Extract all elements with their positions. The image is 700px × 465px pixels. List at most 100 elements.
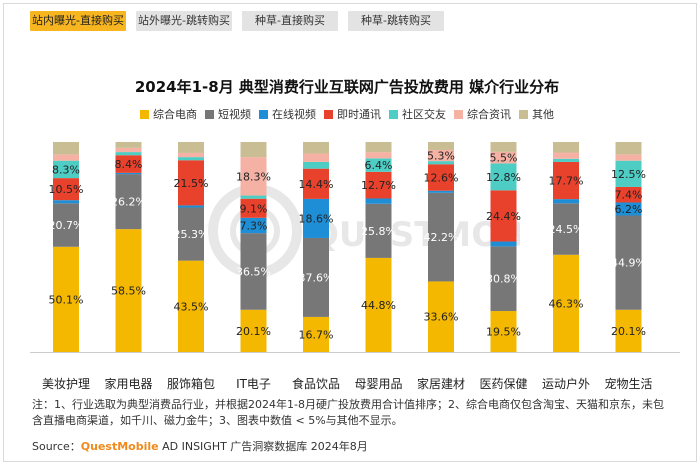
source-brand: QuestMobile [80,440,159,453]
data-label: 30.8% [486,273,521,286]
bar-segment [303,153,329,162]
data-label: 17.7% [549,175,584,188]
bar-segment [553,203,579,255]
bar-segment [240,157,267,196]
bar-stack: 58.5% 26.2% 8.4% [111,142,146,352]
data-label: 24.4% [486,210,521,223]
data-label: 25.8% [361,225,396,238]
x-tick-label: 家居建材 [417,376,465,391]
bar-segment [303,198,329,238]
tab-seeding-redirect[interactable]: 种草-跳转购买 [348,11,444,31]
bar-segment [303,316,329,352]
bar-segment [115,174,142,230]
bar-stack: 46.3% 24.5% 17.7% [549,142,584,352]
bar-segment [428,192,454,282]
bar-segment [553,142,579,153]
data-label: 9.1% [240,202,268,215]
x-tick-label: 运动户外 [542,376,590,391]
data-label: 21.5% [174,177,209,190]
chart-title: 2024年1-8月 典型消费行业互联网广告投放费用 媒介行业分布 [134,78,560,96]
bar-segment [178,152,204,158]
data-label: 5.3% [427,150,455,163]
bar-segment [490,142,517,152]
bar-stack: 33.6% 42.2% 12.6% 5.3% [424,142,459,352]
legend-swatch [205,110,214,119]
data-label: 46.3% [549,297,584,310]
data-label: 12.8% [486,171,521,184]
bar-stack: 20.1% 36.5% 7.3% 9.1% 18.3% [236,142,271,352]
data-label: 44.9% [611,257,646,270]
source-prefix: Source： [32,440,81,453]
data-label: 12.6% [424,171,459,184]
x-tick-label: 医药保健 [479,377,527,391]
bar-segment [53,142,79,155]
bar-segment [365,142,392,153]
data-label: 44.8% [361,299,396,312]
legend-swatch [324,110,333,119]
bar-segment [553,161,579,200]
bar-segment [365,171,392,199]
bar-segment [115,142,142,148]
bar-segment [303,161,329,169]
bar-segment [53,178,79,201]
bar-segment [365,257,392,352]
tab-onsite-direct[interactable]: 站内曝光-直接购买 [30,11,126,31]
source-line: Source：QuestMobile AD INSIGHT 广告洞察数据库 20… [32,438,368,454]
bar-segment [115,229,142,352]
bar-segment [365,198,392,204]
data-label: 12.7% [361,179,396,192]
bar-stack: 50.1% 20.7% 10.5% 8.3% [49,142,84,352]
bar-segment [428,142,454,150]
data-label: 24.5% [549,223,584,236]
data-label: 50.1% [49,293,84,306]
bar-segment [178,207,204,261]
bar-segment [178,157,204,161]
bar-segment [303,237,329,317]
bar-segment [178,160,204,206]
legend-label: 即时通讯 [337,108,381,121]
bar-segment [490,241,517,247]
bar-segment [240,233,267,310]
data-label: 6.4% [365,159,393,172]
data-label: 7.3% [240,219,268,232]
data-label: 14.4% [299,178,334,191]
bar-segment [240,217,267,234]
bar-segment [553,254,579,352]
x-tick-label: 母婴用品 [354,377,402,391]
data-label: 42.2% [424,231,459,244]
x-tick-label: 家用电器 [104,376,152,391]
data-label: 20.1% [236,325,271,338]
bar-stack: 16.7% 37.6% 18.6% 14.4% [299,142,334,352]
bar-segment [490,311,517,352]
bar-segment [615,202,642,216]
bar-segment [615,142,642,155]
data-label: 8.3% [52,163,80,176]
legend-label: 综合电商 [153,108,197,121]
tab-seeding-direct[interactable]: 种草-直接购买 [242,11,338,31]
legend-swatch [454,110,463,119]
data-label: 19.5% [486,326,521,339]
footnote: 注：1、行业选取为典型消费品行业，并根据2024年1-8月硬广投放费用合计值排序… [32,398,664,427]
x-tick-label: 宠物生活 [604,376,652,391]
bar-segment [615,186,642,203]
tab-offsite-redirect[interactable]: 站外曝光-跳转购买 [136,11,232,31]
data-label: 37.6% [299,271,334,284]
data-label: 36.5% [236,265,271,278]
bar-stack: 43.5% 25.3% 21.5% [174,142,209,352]
data-label: 43.5% [174,300,209,313]
data-label: 58.5% [111,285,146,298]
bar-segment [303,168,329,199]
legend-item: 社区交友 [389,106,446,122]
bar-segment [240,198,267,218]
legend-swatch [259,110,268,119]
bar-segment [303,142,329,154]
bar-segment [240,142,267,158]
bar-segment [53,203,79,247]
bar-segment [115,152,142,156]
bar-segment [365,203,392,258]
bar-segment [615,215,642,310]
bar-stack: 20.1% 44.9% 6.2%7.4% 12.5% [611,142,646,352]
bar-stack: 19.5% 30.8% 24.4% 12.8% 5.5% [486,142,521,352]
bar-segment [490,246,517,312]
source-rest: AD INSIGHT 广告洞察数据库 2024年8月 [158,440,368,453]
